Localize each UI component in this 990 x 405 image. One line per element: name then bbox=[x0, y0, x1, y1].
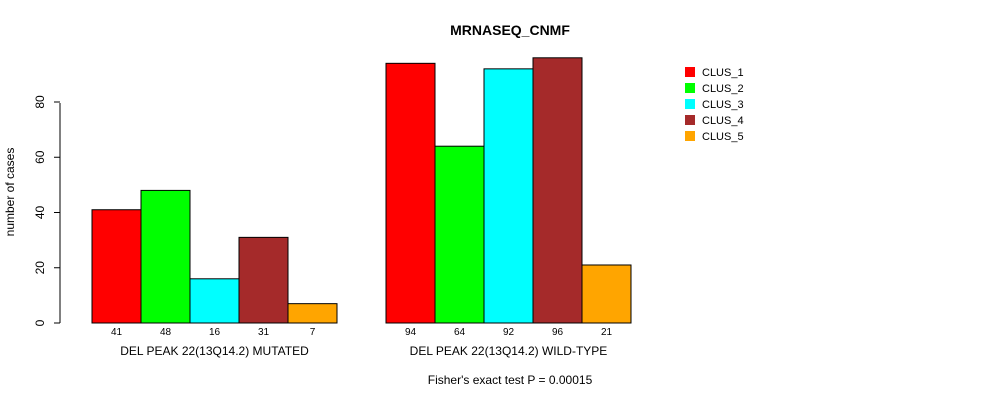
y-tick-label: 40 bbox=[33, 206, 47, 220]
bar-clus_4 bbox=[532, 57, 583, 324]
bar-count-label: 16 bbox=[209, 327, 221, 338]
legend-label: CLUS_2 bbox=[702, 83, 744, 95]
bar-clus_2 bbox=[140, 189, 191, 324]
legend-label: CLUS_4 bbox=[702, 115, 744, 127]
bar-clus_2 bbox=[434, 145, 485, 324]
bar-count-label: 41 bbox=[111, 327, 123, 338]
bar-count-label: 96 bbox=[552, 327, 564, 338]
legend-swatch bbox=[685, 115, 695, 125]
legend-label: CLUS_3 bbox=[702, 99, 744, 111]
legend-swatch bbox=[685, 131, 695, 141]
legend-swatch bbox=[685, 99, 695, 109]
bar-count-label: 48 bbox=[160, 327, 172, 338]
chart-title: MRNASEQ_CNMF bbox=[450, 22, 570, 38]
legend-label: CLUS_5 bbox=[702, 131, 744, 143]
bar-count-label: 31 bbox=[258, 327, 270, 338]
bar-clus_1 bbox=[91, 209, 142, 324]
y-tick-label: 60 bbox=[33, 150, 47, 164]
y-axis-label: number of cases bbox=[3, 148, 17, 237]
bar-clus_3 bbox=[483, 68, 534, 324]
bar-clus_5 bbox=[287, 303, 338, 324]
fisher-test-annotation: Fisher's exact test P = 0.00015 bbox=[428, 373, 593, 387]
bar-clus_4 bbox=[238, 236, 289, 324]
bar-count-label: 92 bbox=[503, 327, 515, 338]
bar-count-label: 64 bbox=[454, 327, 466, 338]
category-label: DEL PEAK 22(13Q14.2) WILD-TYPE bbox=[410, 344, 608, 358]
y-tick-label: 20 bbox=[33, 261, 47, 275]
category-label: DEL PEAK 22(13Q14.2) MUTATED bbox=[120, 344, 309, 358]
bar-count-label: 94 bbox=[405, 327, 417, 338]
bar-clus_5 bbox=[581, 264, 632, 324]
bar-count-label: 21 bbox=[601, 327, 613, 338]
legend-label: CLUS_1 bbox=[702, 67, 744, 79]
bar-clus_3 bbox=[189, 278, 240, 324]
y-tick-label: 0 bbox=[33, 319, 47, 326]
bar-clus_1 bbox=[385, 62, 436, 324]
bar-count-label: 7 bbox=[310, 327, 316, 338]
y-tick-label: 80 bbox=[33, 95, 47, 109]
legend-swatch bbox=[685, 67, 695, 77]
legend-swatch bbox=[685, 83, 695, 93]
